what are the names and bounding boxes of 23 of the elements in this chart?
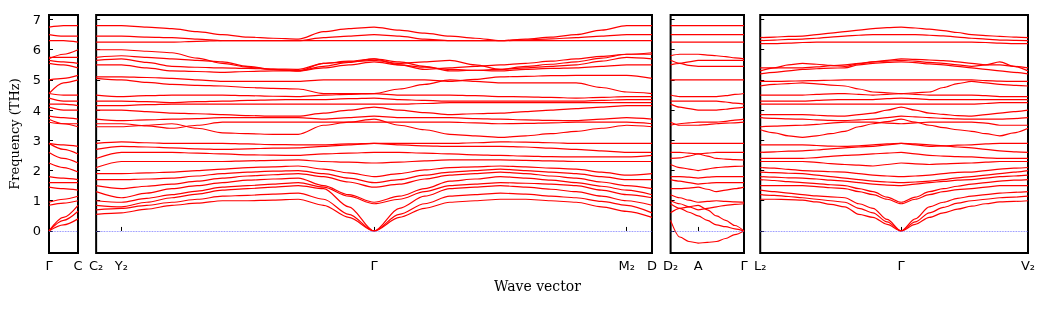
y-tick-label: 5 [32,72,41,88]
x-tick-label: Γ [897,258,906,273]
x-tick-label: A [693,258,703,273]
x-tick-label: C [73,258,83,273]
x-tick-label: L₂ [753,258,767,273]
y-tick-label: 7 [32,12,41,28]
x-tick-label: D [646,258,657,273]
x-tick-label: C₂ [89,258,104,273]
y-tick-label: 1 [32,193,41,209]
x-axis-title: Wave vector [494,278,582,294]
y-tick-label: 6 [32,42,41,58]
x-tick-label: D₂ [662,258,679,273]
y-axis-title: Frequency (THz) [7,78,22,190]
x-tick-label: Γ [740,258,749,273]
x-tick-label: M₂ [618,258,635,273]
x-tick-label: Y₂ [113,258,128,273]
y-tick-label: 2 [32,163,41,179]
y-tick-label: 3 [32,132,41,148]
x-tick-label: V₂ [1020,258,1036,273]
y-tick-label: 4 [32,102,41,118]
x-tick-label: Γ [45,258,54,273]
x-tick-label: Γ [370,258,379,273]
y-tick-label: 0 [32,223,41,239]
